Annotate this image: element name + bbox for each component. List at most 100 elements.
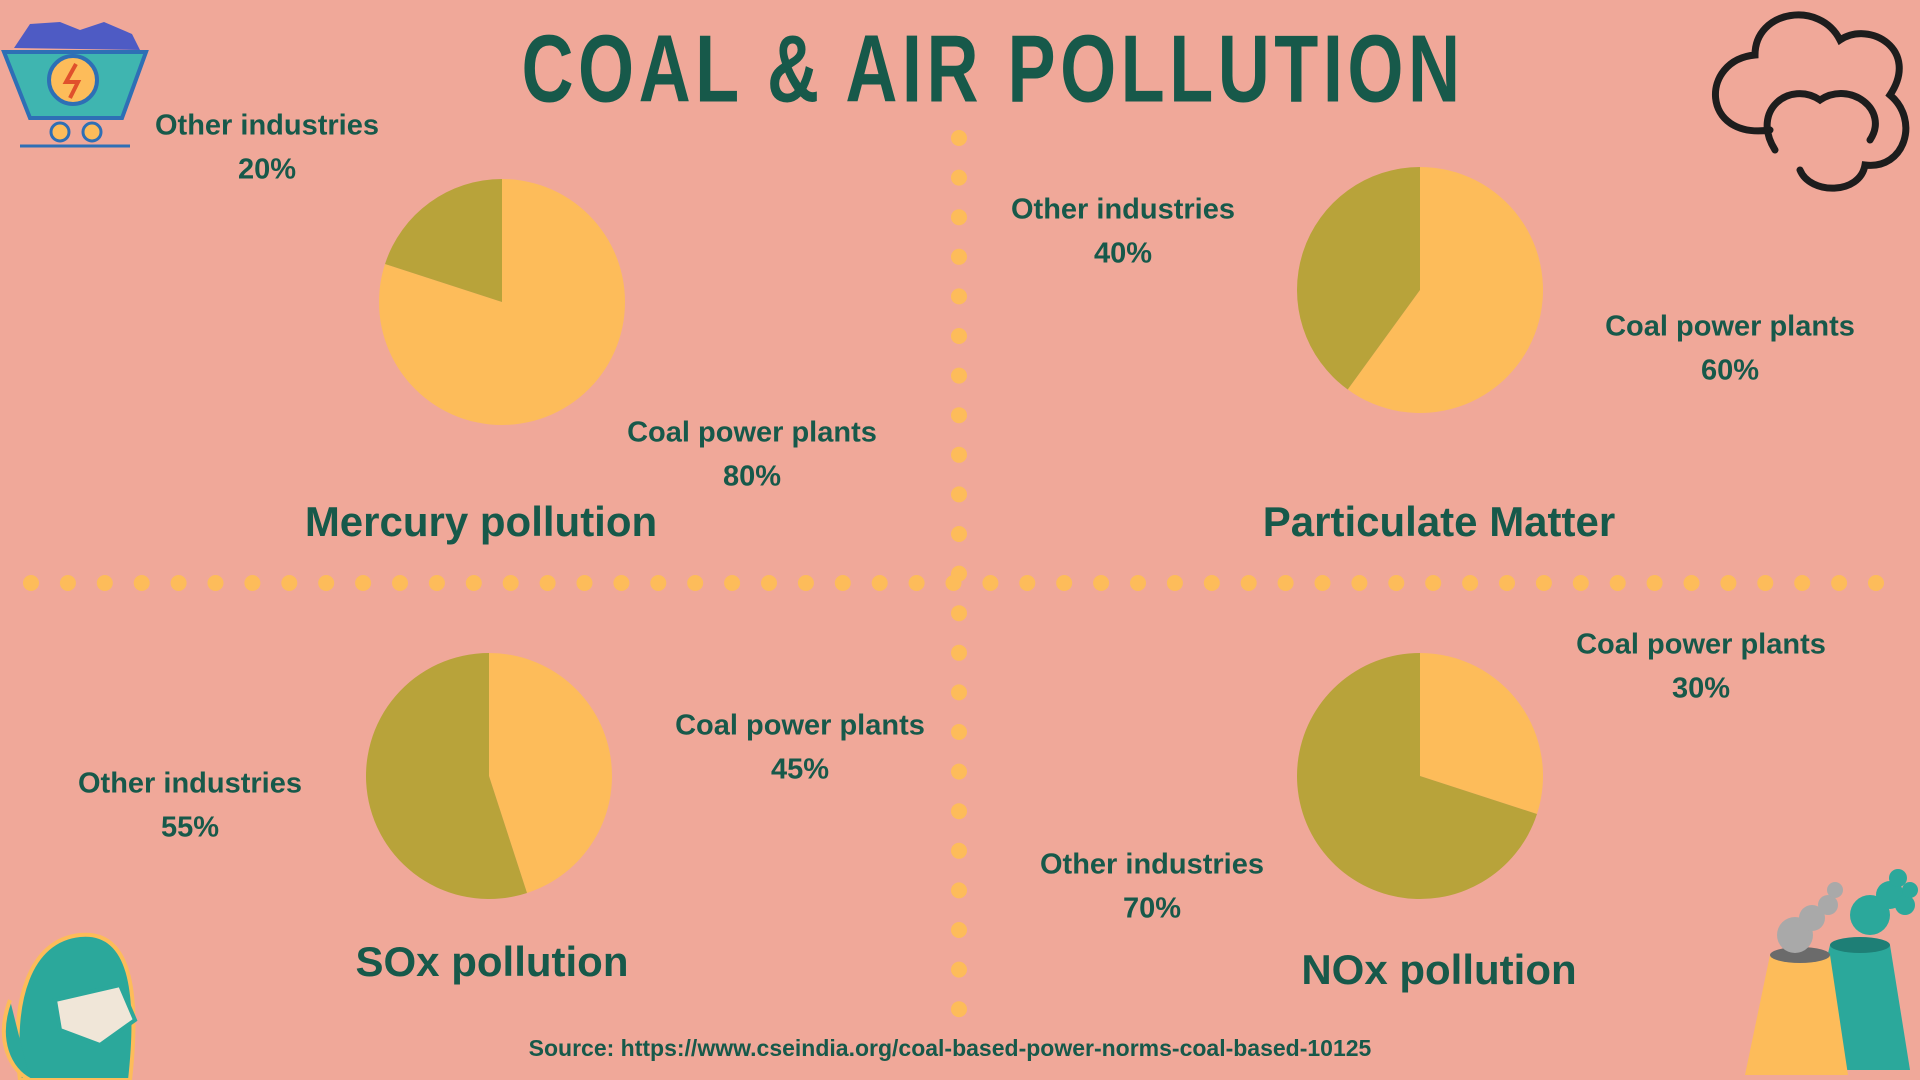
slice-category: Coal power plants: [1605, 311, 1855, 343]
divider-dot: [1757, 575, 1774, 591]
pie-slice: [385, 179, 502, 302]
divider-dot: [1572, 575, 1589, 591]
divider-dot: [982, 575, 999, 591]
divider-dot: [1425, 575, 1442, 591]
divider-dot: [1720, 575, 1737, 591]
divider-dot: [908, 575, 925, 591]
chart-title: Mercury pollution: [305, 498, 657, 545]
slice-category: Other industries: [1040, 849, 1264, 881]
divider-dot: [133, 575, 150, 591]
divider-dot: [951, 842, 967, 859]
divider-dot: [951, 763, 967, 780]
divider-dot: [59, 575, 76, 591]
divider-dot: [1462, 575, 1479, 591]
divider-dot: [1794, 575, 1811, 591]
divider-dot: [687, 575, 704, 591]
divider-dot: [1240, 575, 1257, 591]
divider-dot: [951, 803, 967, 820]
dividers: [23, 130, 1884, 1018]
slice-category: Coal power plants: [675, 710, 925, 742]
divider-dot: [951, 407, 967, 424]
slice-value-label: 80%: [723, 461, 781, 493]
divider-dot: [951, 684, 967, 701]
divider-dot: [951, 248, 967, 265]
divider-dot: [539, 575, 556, 591]
divider-dot: [1314, 575, 1331, 591]
divider-dot: [834, 575, 851, 591]
divider-dot: [871, 575, 888, 591]
slice-category: Other industries: [1011, 194, 1235, 226]
divider-dot: [1609, 575, 1626, 591]
divider-dot: [951, 882, 967, 899]
divider-dot: [207, 575, 224, 591]
pie-slice: [1420, 653, 1543, 815]
pie-slice: [1296, 653, 1537, 900]
divider-dot: [502, 575, 519, 591]
divider-dot: [951, 526, 967, 542]
divider-dot: [1093, 575, 1110, 591]
chimney-icon: [1745, 869, 1918, 1075]
mask-icon: [1, 932, 138, 1080]
divider-dot: [465, 575, 482, 591]
divider-dot: [951, 1001, 967, 1018]
slice-value-label: 55%: [161, 812, 219, 844]
slice-category: Other industries: [155, 110, 379, 142]
divider-dot: [951, 288, 967, 305]
divider-dot: [576, 575, 593, 591]
divider-dot: [951, 169, 967, 186]
divider-dot: [1646, 575, 1663, 591]
chart-title: SOx pollution: [356, 938, 629, 985]
divider-dot: [1683, 575, 1700, 591]
divider-dot: [1166, 575, 1183, 591]
divider-dot: [1535, 575, 1552, 591]
page-title: COAL & AIR POLLUTION: [522, 15, 1465, 122]
pie-slice: [366, 653, 528, 899]
divider-dot: [1499, 575, 1515, 591]
slice-value-label: 20%: [238, 154, 296, 186]
divider-dot: [951, 644, 967, 661]
divider-dot: [650, 575, 667, 591]
divider-dot: [1019, 575, 1036, 591]
chart-title: NOx pollution: [1301, 946, 1576, 993]
divider-dot: [761, 575, 777, 591]
divider-dot: [1277, 575, 1294, 591]
pie-slice: [1296, 166, 1420, 390]
divider-dot: [428, 575, 445, 591]
divider-dot: [951, 367, 967, 384]
pie-slice: [489, 652, 613, 893]
slice-value-label: 60%: [1701, 355, 1759, 387]
divider-dot: [23, 575, 39, 591]
divider-dot: [281, 575, 298, 591]
divider-dot: [1351, 575, 1368, 591]
cloud-icon: [1711, 11, 1910, 192]
divider-dot: [951, 922, 967, 938]
divider-dot: [244, 575, 261, 591]
divider-dot: [951, 328, 967, 344]
divider-dot: [1388, 575, 1405, 591]
divider-dot: [724, 575, 741, 591]
divider-dot: [170, 575, 187, 591]
divider-dot: [951, 446, 967, 463]
slice-value-label: 70%: [1123, 893, 1181, 925]
divider-dot: [1831, 575, 1848, 591]
slice-value-label: 30%: [1672, 673, 1730, 705]
slice-value-label: 40%: [1094, 238, 1152, 270]
divider-dot: [951, 961, 967, 978]
divider-dot: [613, 575, 630, 591]
divider-dot: [951, 724, 967, 740]
divider-dot: [318, 575, 335, 591]
slice-category: Coal power plants: [1576, 629, 1826, 661]
divider-dot: [951, 209, 967, 226]
divider-dot: [96, 575, 113, 591]
slice-value-label: 45%: [771, 754, 829, 786]
divider-dot: [1203, 575, 1220, 591]
divider-dot: [1130, 575, 1146, 591]
divider-dot: [951, 486, 967, 503]
divider-dot: [1868, 575, 1884, 591]
divider-dot: [392, 575, 408, 591]
divider-dot: [951, 130, 967, 146]
divider-dot: [951, 605, 967, 622]
divider-dot: [355, 575, 372, 591]
divider-dot: [797, 575, 814, 591]
